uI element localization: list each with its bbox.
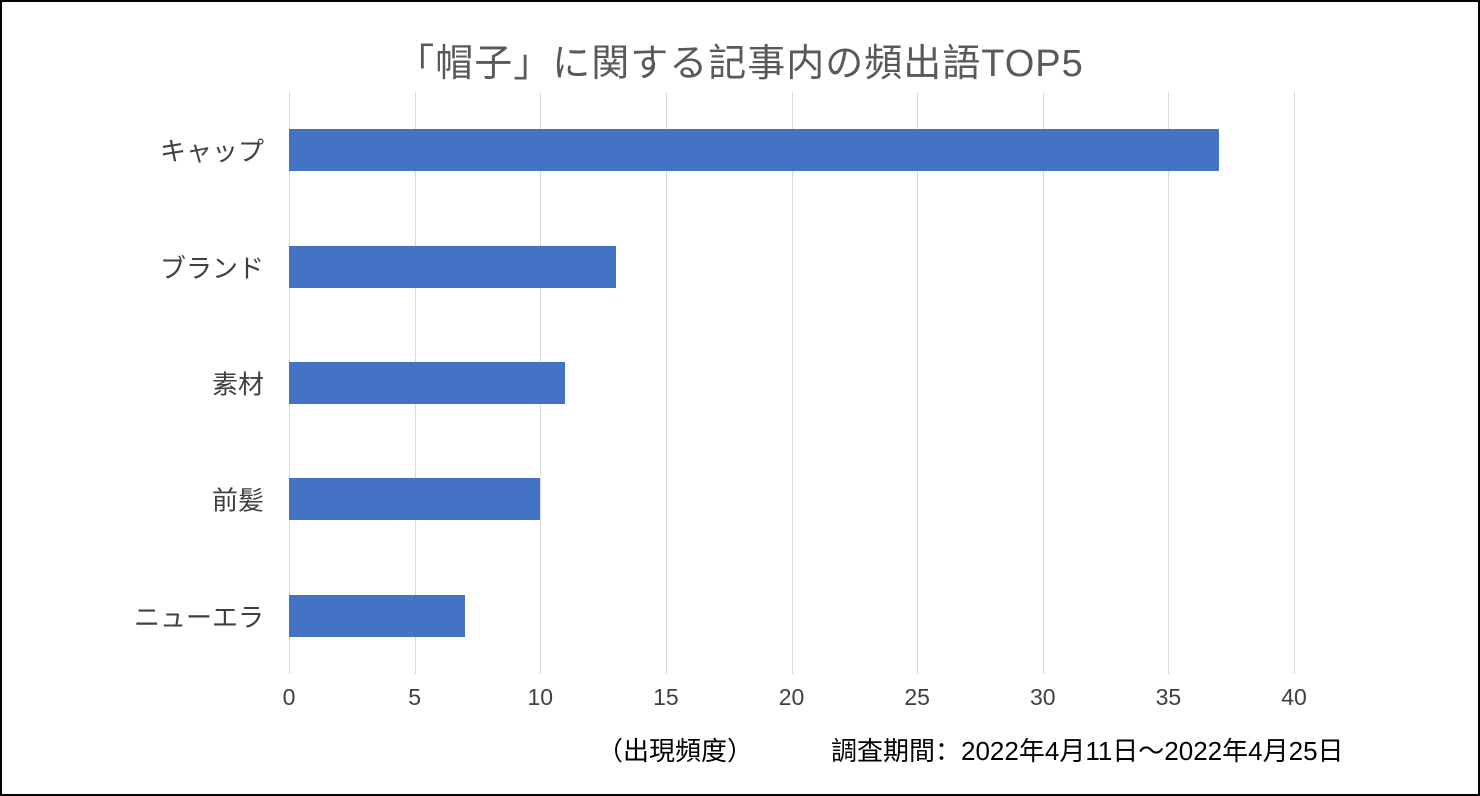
x-tick-label: 10 — [527, 684, 554, 710]
gridline — [791, 92, 793, 674]
bar-前髪 — [289, 478, 541, 521]
category-label: キャップ — [159, 136, 264, 167]
survey-period-annotation: 調査期間：2022年4月11日〜2022年4月25日 — [831, 736, 1344, 766]
x-tick-label: 0 — [282, 684, 296, 710]
x-tick-label: 5 — [408, 684, 422, 710]
category-label: 前髪 — [211, 485, 264, 516]
gridline — [665, 92, 667, 674]
x-tick-label: 40 — [1281, 684, 1307, 710]
chart-footer: （出現頻度） 調査期間：2022年4月11日〜2022年4月25日 — [597, 731, 1344, 768]
x-tick-label: 25 — [904, 684, 930, 710]
bar-ブランド — [289, 245, 616, 288]
gridline — [1168, 92, 1170, 674]
gridline — [917, 92, 919, 674]
chart-title: 「帽子」に関する記事内の頻出語TOP5 — [396, 43, 1084, 85]
gridline — [1294, 92, 1295, 674]
bar-キャップ — [289, 129, 1219, 172]
gridline — [1042, 92, 1044, 674]
x-tick-label: 20 — [778, 684, 805, 710]
x-tick-label: 35 — [1155, 684, 1182, 710]
bar-ニューエラ — [289, 594, 465, 637]
bar-素材 — [289, 362, 566, 404]
x-axis-unit-label: （出現頻度） — [597, 736, 754, 766]
category-label: 素材 — [211, 369, 264, 400]
plot-area: 0 5 10 15 20 25 30 35 40 キャップブランド素材前髪ニューエラ — [134, 92, 1307, 710]
category-label: ブランド — [159, 253, 264, 284]
x-tick-label: 15 — [653, 684, 679, 710]
category-label: ニューエラ — [133, 602, 264, 633]
x-tick-label: 30 — [1029, 684, 1056, 710]
